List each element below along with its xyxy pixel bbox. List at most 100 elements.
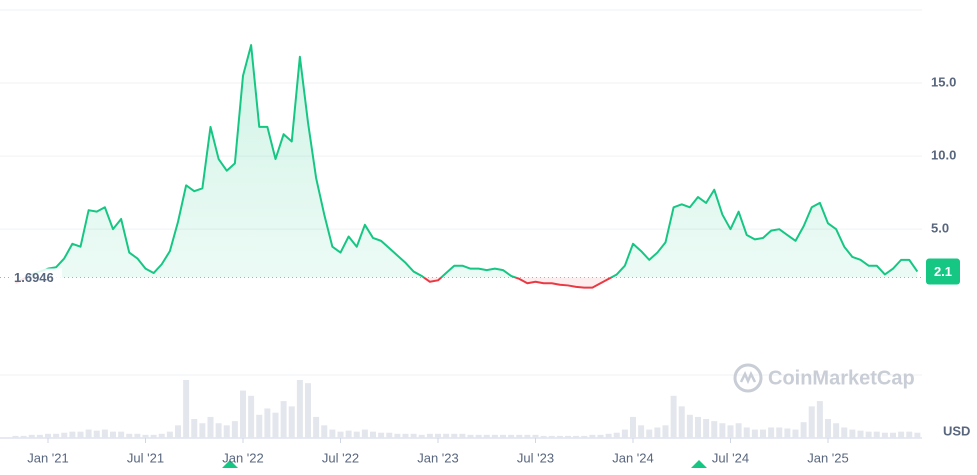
volume-bar bbox=[573, 435, 580, 438]
volume-bar bbox=[134, 433, 141, 438]
x-tick-label: Jul '24 bbox=[712, 450, 749, 465]
price-tag bbox=[926, 258, 960, 285]
volume-bar bbox=[532, 434, 539, 438]
volume-bar bbox=[20, 435, 27, 438]
volume-bar bbox=[272, 412, 279, 438]
volume-bar bbox=[906, 431, 913, 438]
x-tick-label: Jan '25 bbox=[807, 450, 849, 465]
volume-bar bbox=[711, 421, 718, 438]
volume-bar bbox=[735, 423, 742, 438]
volume-bar bbox=[183, 380, 190, 438]
x-tick-label: Jan '23 bbox=[417, 450, 459, 465]
volume-bars bbox=[12, 380, 921, 438]
volume-bar bbox=[280, 401, 287, 438]
volume-bar bbox=[264, 408, 271, 438]
volume-bar bbox=[727, 425, 734, 438]
volume-bar bbox=[833, 423, 840, 438]
volume-bar bbox=[565, 435, 571, 438]
price-tag-label: 2.1 bbox=[934, 264, 952, 279]
volume-bar bbox=[329, 429, 336, 438]
watermark-text: CoinMarketCap bbox=[768, 367, 915, 389]
volume-bar bbox=[670, 395, 677, 438]
volume-bar bbox=[548, 435, 555, 438]
volume-bar bbox=[475, 434, 482, 438]
volume-bar bbox=[85, 429, 92, 438]
volume-bar bbox=[118, 431, 125, 438]
volume-bar bbox=[175, 425, 181, 438]
volume-bar bbox=[613, 432, 620, 438]
volume-bar bbox=[370, 431, 376, 438]
volume-bar bbox=[816, 401, 823, 438]
volume-bar bbox=[768, 427, 775, 438]
volume-bar bbox=[394, 433, 401, 438]
volume-bar bbox=[695, 416, 701, 438]
volume-bar bbox=[890, 432, 896, 438]
event-marker bbox=[222, 460, 238, 468]
volume-bar bbox=[654, 427, 661, 438]
volume-bar bbox=[873, 431, 880, 438]
volume-bar bbox=[516, 434, 523, 438]
volume-bar bbox=[467, 434, 474, 438]
volume-bar bbox=[508, 434, 515, 438]
volume-bar bbox=[410, 433, 417, 438]
volume-bar bbox=[459, 433, 466, 438]
volume-bar bbox=[288, 406, 295, 438]
volume-bar bbox=[589, 434, 596, 438]
volume-bar bbox=[524, 434, 531, 438]
volume-bar bbox=[865, 431, 872, 438]
volume-bar bbox=[597, 434, 604, 438]
volume-bar bbox=[166, 431, 173, 438]
volume-bar bbox=[760, 429, 766, 438]
volume-bar bbox=[12, 435, 19, 438]
area bbox=[15, 45, 918, 288]
volume-bar bbox=[646, 429, 653, 438]
volume-bar bbox=[776, 427, 783, 438]
volume-bar bbox=[630, 416, 636, 438]
volume-bar bbox=[435, 433, 441, 438]
volume-bar bbox=[881, 432, 888, 438]
volume-bar bbox=[808, 406, 815, 438]
x-tick-label: Jan '21 bbox=[27, 450, 69, 465]
volume-bar bbox=[199, 423, 206, 438]
volume-bar bbox=[621, 429, 628, 438]
volume-bar bbox=[28, 434, 35, 438]
volume-bar bbox=[45, 433, 51, 438]
volume-bar bbox=[305, 383, 311, 438]
volume-bar bbox=[69, 431, 76, 438]
volume-bar bbox=[296, 380, 303, 438]
volume-bar bbox=[540, 435, 547, 438]
watermark: CoinMarketCap bbox=[733, 363, 915, 393]
y-tick-label: 15.0 bbox=[931, 74, 956, 89]
volume-bar bbox=[898, 431, 905, 438]
volume-bar bbox=[256, 414, 263, 438]
volume-bar bbox=[231, 421, 238, 438]
x-tick-label: Jan '24 bbox=[612, 450, 654, 465]
volume-bar bbox=[77, 431, 84, 438]
volume-bar bbox=[378, 432, 385, 438]
volume-bar bbox=[500, 434, 506, 438]
price-line bbox=[15, 44, 919, 289]
volume-bar bbox=[207, 416, 214, 438]
volume-bar bbox=[240, 390, 246, 438]
volume-bar bbox=[849, 429, 856, 438]
volume-bar bbox=[345, 430, 352, 438]
volume-bar bbox=[223, 425, 230, 438]
volume-bar bbox=[491, 434, 498, 438]
volume-bar bbox=[248, 395, 255, 438]
volume-bar bbox=[784, 428, 791, 438]
volume-bar bbox=[556, 435, 563, 438]
volume-bar bbox=[800, 422, 807, 438]
volume-bar bbox=[451, 433, 458, 438]
volume-bar bbox=[743, 427, 750, 438]
volume-bar bbox=[841, 427, 848, 438]
volume-bar bbox=[483, 434, 490, 438]
volume-bar bbox=[215, 423, 222, 438]
volume-bar bbox=[142, 434, 149, 438]
volume-bar bbox=[719, 423, 726, 438]
volume-bar bbox=[321, 425, 328, 438]
x-tick-label: Jul '22 bbox=[322, 450, 359, 465]
volume-bar bbox=[418, 434, 425, 438]
volume-bar bbox=[126, 433, 133, 438]
volume-bar bbox=[638, 425, 645, 438]
